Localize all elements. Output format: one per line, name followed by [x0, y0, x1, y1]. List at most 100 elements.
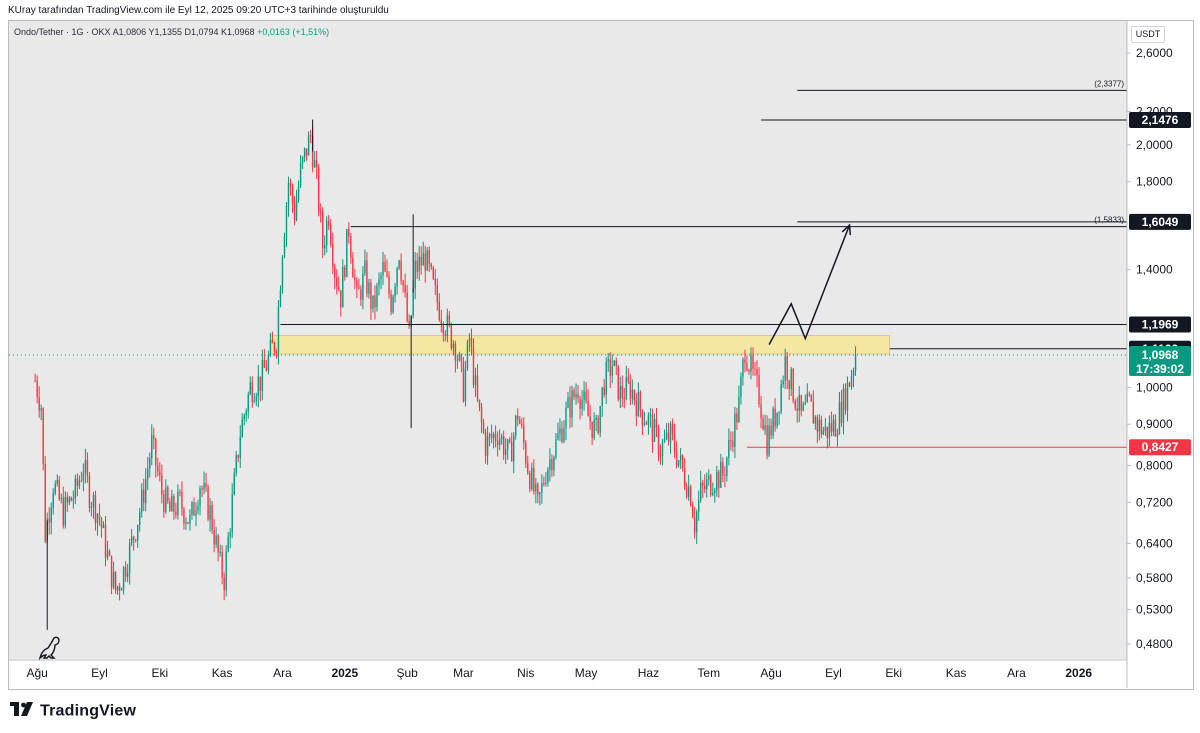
- candle-body: [498, 439, 501, 445]
- candle-body: [838, 401, 841, 434]
- candle-body: [657, 427, 660, 455]
- y-tick-label: 0,8000: [1136, 458, 1173, 472]
- candle-body: [506, 439, 509, 450]
- candle-body: [422, 253, 424, 266]
- candle-body: [303, 148, 306, 158]
- candle-body: [599, 405, 601, 433]
- price-tag: [1129, 213, 1191, 230]
- candle-body: [378, 279, 380, 286]
- x-tick-label: Eyl: [825, 666, 842, 680]
- candle-body: [762, 418, 764, 430]
- candle-body: [848, 382, 851, 387]
- candle-body: [74, 478, 77, 499]
- candle-body: [824, 426, 827, 431]
- candle-body: [770, 425, 772, 436]
- candle-body: [376, 285, 378, 308]
- candle-body: [533, 467, 535, 492]
- candle-body: [261, 359, 264, 392]
- candle-body: [348, 229, 350, 237]
- symbol-legend: Ondo/Tether · 1G · OKX A1,0806 Y1,1355 D…: [14, 27, 329, 37]
- candle-body: [529, 473, 531, 490]
- candle-body: [175, 511, 177, 515]
- candle-body: [420, 256, 422, 266]
- candle-body: [414, 260, 416, 289]
- candle-body: [153, 435, 155, 439]
- candle-body: [800, 395, 802, 411]
- candle-body: [677, 460, 680, 466]
- candle-body: [159, 471, 161, 476]
- candle-body: [569, 397, 571, 418]
- levels: (2,3377) (1,5833): [9, 79, 1127, 448]
- candle-body: [424, 253, 426, 271]
- candle-body: [354, 277, 356, 281]
- candle-body: [651, 414, 654, 442]
- candle-body: [297, 185, 300, 201]
- candle-body: [736, 413, 738, 423]
- y-tick-label: 0,5800: [1136, 571, 1173, 585]
- currency-selector[interactable]: USDT: [1131, 26, 1165, 43]
- candle-body: [277, 306, 280, 353]
- candle-body: [659, 454, 662, 456]
- candle-body: [315, 160, 318, 168]
- candle-body: [330, 225, 332, 245]
- dino-icon[interactable]: [38, 636, 60, 661]
- candle-body: [40, 408, 42, 411]
- candle-body: [241, 419, 243, 437]
- candle-body: [832, 419, 835, 432]
- candle-body: [468, 338, 471, 342]
- candle-body: [712, 493, 714, 495]
- candle-body: [691, 505, 694, 518]
- candle-body: [470, 338, 473, 347]
- candle-body: [50, 507, 52, 523]
- candles: [34, 119, 857, 630]
- candle-body: [185, 522, 187, 524]
- y-tick-label: 2,0000: [1136, 138, 1173, 152]
- x-tick-label: Ara: [273, 666, 292, 680]
- candle-body: [305, 148, 308, 156]
- candle-body: [794, 400, 796, 409]
- candle-body: [710, 475, 712, 495]
- candle-body: [151, 435, 153, 459]
- candle-body: [90, 506, 93, 509]
- candle-body: [197, 506, 199, 511]
- candle-body: [597, 417, 599, 433]
- candle-body: [386, 271, 388, 277]
- candle-body: [679, 455, 682, 461]
- candle-body: [744, 359, 746, 364]
- candle-body: [104, 524, 107, 558]
- candle-body: [307, 135, 310, 156]
- candle-body: [323, 244, 326, 249]
- candle-body: [444, 333, 447, 336]
- candle-body: [764, 425, 766, 430]
- tradingview-brand[interactable]: TradingView: [10, 702, 136, 721]
- candle-body: [567, 397, 569, 408]
- candle-body: [187, 522, 189, 524]
- candle-body: [635, 400, 638, 417]
- candle-body: [720, 461, 722, 488]
- candle-body: [472, 346, 475, 385]
- candle-body: [356, 280, 358, 288]
- candle-body: [334, 266, 336, 278]
- candle-body: [251, 382, 254, 403]
- candle-body: [601, 387, 603, 406]
- candle-body: [110, 555, 113, 588]
- candle-body: [120, 589, 123, 591]
- candle-body: [621, 386, 623, 398]
- candle-body: [112, 571, 115, 588]
- candle-body: [231, 494, 233, 533]
- candle-body: [504, 449, 507, 455]
- candle-body: [603, 387, 605, 395]
- y-tick-label: 1,8000: [1136, 175, 1173, 189]
- candle-body: [693, 517, 696, 533]
- candle-body: [78, 480, 81, 487]
- candle-body: [350, 236, 352, 258]
- candle-body: [561, 428, 563, 442]
- candle-body: [233, 473, 235, 495]
- candle-body: [143, 489, 145, 503]
- candle-body: [577, 394, 579, 399]
- candle-body: [217, 535, 219, 553]
- y-tick-label: 0,4800: [1136, 637, 1173, 651]
- last-price-tag: [1129, 346, 1191, 377]
- change-value: +0,0163 (+1,51%): [257, 27, 330, 37]
